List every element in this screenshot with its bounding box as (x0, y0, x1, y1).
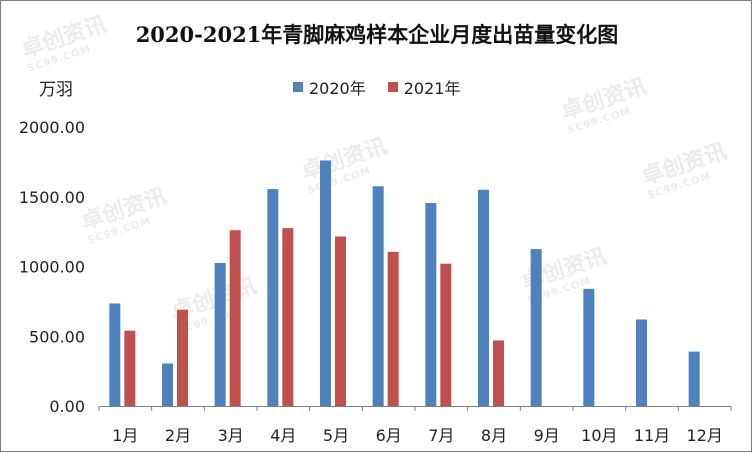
bar-2021年-3月 (229, 230, 241, 406)
legend-label-2021: 2021年 (403, 79, 461, 98)
legend-label-2020: 2020年 (309, 79, 366, 98)
bar-2021年-1月 (124, 330, 136, 406)
bar-2020年-6月 (372, 186, 384, 406)
y-tick-label: 0.00 (49, 397, 85, 416)
bar-2021年-5月 (335, 236, 346, 406)
bar-2021年-6月 (387, 251, 399, 406)
bar-2021年-4月 (282, 228, 294, 406)
x-tick-label: 4月 (270, 426, 296, 445)
x-tick-label: 9月 (534, 426, 560, 445)
legend-swatch-2020 (293, 82, 303, 92)
bar-2020年-7月 (425, 203, 437, 406)
bar-2021年-8月 (493, 340, 504, 406)
bar-2020年-3月 (214, 263, 226, 406)
chart-legend: 2020年 2021年 (293, 75, 482, 99)
x-tick-label: 3月 (218, 426, 244, 445)
bar-2021年-2月 (177, 309, 188, 406)
y-tick-label: 1500.00 (19, 188, 85, 207)
legend-swatch-2021 (387, 82, 398, 92)
y-tick-label: 1000.00 (19, 258, 85, 277)
bar-2020年-10月 (583, 288, 595, 406)
x-tick-label: 10月 (581, 426, 617, 445)
bar-2020年-11月 (636, 319, 647, 406)
x-tick-label: 7月 (428, 426, 454, 445)
x-tick-label: 11月 (634, 426, 670, 445)
x-tick-label: 6月 (376, 426, 402, 445)
bar-2020年-5月 (320, 160, 331, 406)
x-tick-label: 2月 (165, 426, 191, 445)
x-tick-label: 12月 (686, 426, 722, 445)
bar-2020年-8月 (478, 189, 489, 406)
bar-2020年-9月 (530, 249, 542, 406)
x-tick-label: 1月 (112, 426, 138, 445)
x-tick-label: 8月 (481, 426, 507, 445)
bar-2020年-4月 (267, 189, 279, 406)
y-tick-label: 2000.00 (19, 118, 85, 137)
bar-2020年-2月 (162, 363, 173, 406)
bar-2020年-1月 (109, 303, 121, 406)
x-tick-label: 5月 (323, 426, 349, 445)
legend-item-2020: 2020年 (293, 75, 366, 99)
chart-title: 2020-2021年青脚麻鸡样本企业月度出苗量变化图 (135, 22, 619, 47)
bar-2020年-12月 (688, 351, 700, 406)
y-axis-unit-label: 万羽 (39, 80, 73, 100)
bar-2021年-7月 (440, 263, 452, 406)
y-tick-label: 500.00 (29, 327, 85, 346)
legend-item-2021: 2021年 (387, 75, 461, 99)
